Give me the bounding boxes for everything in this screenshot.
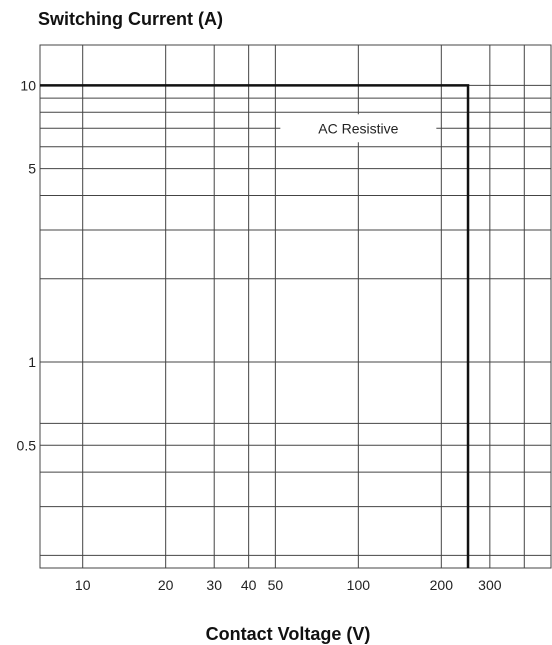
y-tick-label: 0.5 (17, 437, 37, 453)
x-axis-title: Contact Voltage (V) (206, 624, 371, 644)
x-tick-label: 100 (347, 577, 371, 593)
x-tick-label: 200 (430, 577, 454, 593)
x-tick-label: 300 (478, 577, 502, 593)
y-tick-label: 5 (28, 161, 36, 177)
x-tick-label: 30 (206, 577, 222, 593)
y-tick-label: 10 (20, 77, 36, 93)
y-tick-label: 1 (28, 354, 36, 370)
series-ac-resistive-line (40, 84, 470, 568)
y-axis-title: Switching Current (A) (38, 9, 223, 29)
x-tick-label: 10 (75, 577, 91, 593)
x-tick-label: 40 (241, 577, 257, 593)
annotation-background (280, 114, 437, 143)
x-tick-label: 20 (158, 577, 174, 593)
plot-frame (39, 44, 552, 569)
x-tick-label: 50 (268, 577, 284, 593)
annotation-label: AC Resistive (318, 120, 398, 136)
plot-area: AC Resistive (39, 44, 552, 569)
